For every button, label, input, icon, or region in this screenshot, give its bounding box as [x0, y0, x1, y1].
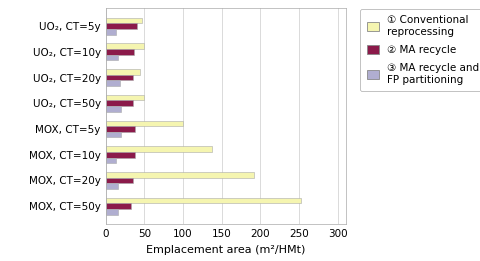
Legend: ① Conventional
reprocessing, ② MA recycle, ③ MA recycle and
FP partitioning: ① Conventional reprocessing, ② MA recycl… [360, 9, 480, 91]
Bar [106, 183, 118, 189]
Bar [106, 152, 135, 158]
Bar [106, 177, 132, 183]
Bar [106, 75, 132, 80]
Bar [106, 55, 118, 60]
Bar [106, 49, 134, 55]
X-axis label: Emplacement area (m²/HMt): Emplacement area (m²/HMt) [146, 245, 305, 255]
Bar [106, 100, 132, 106]
Bar [106, 172, 254, 177]
Bar [106, 18, 142, 23]
Bar [106, 69, 141, 75]
Bar [106, 106, 121, 112]
Bar [106, 198, 300, 203]
Bar [106, 203, 131, 209]
Bar [106, 95, 144, 100]
Bar [106, 121, 183, 126]
Bar [106, 209, 118, 215]
Bar [106, 29, 117, 35]
Bar [106, 126, 135, 132]
Bar [106, 132, 121, 138]
Bar [106, 80, 120, 86]
Bar [106, 146, 213, 152]
Bar [106, 158, 117, 163]
Bar [106, 23, 137, 29]
Bar [106, 43, 144, 49]
